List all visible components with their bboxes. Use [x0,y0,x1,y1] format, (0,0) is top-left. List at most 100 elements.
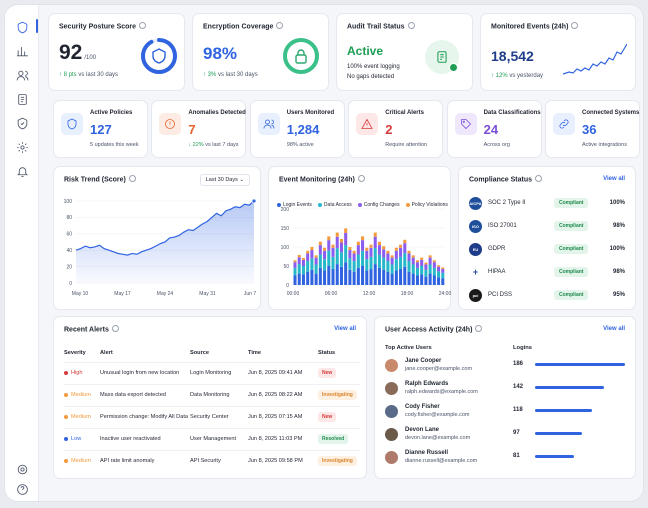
bar-segment[interactable] [310,247,314,251]
bar-segment[interactable] [352,253,356,262]
bar-segment[interactable] [344,245,348,263]
bar-segment[interactable] [420,257,424,260]
compliance-row[interactable]: pci PCI DSS Compliant 95% [469,284,625,306]
compliance-row[interactable]: + HIPAA Compliant 98% [469,261,625,283]
bar-segment[interactable] [415,262,419,268]
info-icon[interactable] [276,22,284,29]
info-icon[interactable] [111,325,119,332]
bar-segment[interactable] [369,256,373,270]
view-all-link[interactable]: View all [603,326,625,332]
bar-segment[interactable] [348,269,352,285]
bar-segment[interactable] [365,247,369,251]
bar-segment[interactable] [432,267,436,276]
bar-segment[interactable] [386,253,390,262]
bar-segment[interactable] [339,266,343,285]
bar-segment[interactable] [348,258,352,270]
table-row[interactable]: High Unusual login from new location Login… [64,361,360,384]
bar-segment[interactable] [415,260,419,263]
bar-segment[interactable] [403,266,407,285]
bar-segment[interactable] [424,269,428,277]
bar-segment[interactable] [327,236,331,241]
bar-segment[interactable] [339,242,343,253]
bar-segment[interactable] [424,262,428,265]
column-header[interactable]: Severity [64,349,86,356]
bar-segment[interactable] [411,257,415,265]
bar-segment[interactable] [323,270,327,285]
user-row[interactable]: Devon Lane devon.lane@example.com 97 [385,424,625,448]
bar-segment[interactable] [399,256,403,270]
bar-segment[interactable] [365,270,369,285]
bar-segment[interactable] [361,240,365,251]
user-row[interactable]: Cody Fisher cody.fisher@example.com 118 [385,401,625,425]
bar-segment[interactable] [399,269,403,285]
bar-segment[interactable] [424,276,428,285]
user-row[interactable]: Jane Cooper jane.cooper@example.com 186 [385,355,625,379]
bar-segment[interactable] [373,264,377,285]
sidebar-settings-gear-icon[interactable] [14,139,30,155]
table-row[interactable]: Medium API rate limit anomaly API Security… [64,449,360,472]
bar-segment[interactable] [403,239,407,244]
bar-segment[interactable] [335,232,339,237]
bar-segment[interactable] [428,255,432,258]
bar-segment[interactable] [344,262,348,285]
bar-segment[interactable] [331,247,335,257]
bar-segment[interactable] [331,244,335,248]
bar-segment[interactable] [411,255,415,258]
user-row[interactable]: Ralph Edwards ralph.edwards@example.com 14… [385,378,625,402]
sidebar-document-icon[interactable] [14,91,30,107]
table-row[interactable]: Medium Permission change: Modify All Data… [64,405,360,428]
bar-segment[interactable] [293,275,297,286]
bar-segment[interactable] [318,254,322,268]
bar-segment[interactable] [386,261,390,272]
bar-segment[interactable] [407,250,411,254]
bar-segment[interactable] [415,267,419,276]
bar-segment[interactable] [390,255,394,258]
bar-segment[interactable] [314,255,318,258]
view-all-link[interactable]: View all [334,326,356,332]
bar-segment[interactable] [382,249,386,258]
bar-segment[interactable] [403,253,407,267]
sidebar-shield-check-icon[interactable] [14,115,30,131]
bar-segment[interactable] [344,228,348,233]
info-icon[interactable] [128,175,136,182]
bar-segment[interactable] [428,264,432,274]
bar-segment[interactable] [318,241,322,246]
bar-segment[interactable] [407,253,411,262]
table-row[interactable]: Medium Mass data export detected Data Moni… [64,383,360,406]
bar-segment[interactable] [437,271,441,278]
bar-segment[interactable] [348,247,352,251]
info-icon[interactable] [535,175,543,182]
bar-segment[interactable] [331,256,335,270]
bar-segment[interactable] [306,253,310,262]
sidebar-chart-icon[interactable] [14,43,30,59]
bar-segment[interactable] [437,266,441,272]
bar-segment[interactable] [432,260,436,263]
bar-segment[interactable] [293,267,297,276]
bar-segment[interactable] [314,273,318,285]
sidebar-shield-icon[interactable] [14,19,30,35]
bar-segment[interactable] [432,275,436,286]
bar-segment[interactable] [377,245,381,255]
table-row[interactable]: Low Inactive user reactivated User Managem… [64,427,360,450]
bar-segment[interactable] [306,261,310,272]
bar-segment[interactable] [335,248,339,265]
bar-segment[interactable] [394,270,398,285]
bar-segment[interactable] [390,264,394,274]
bar-segment[interactable] [348,250,352,259]
bar-segment[interactable] [310,269,314,285]
bar-segment[interactable] [314,264,318,274]
bar-segment[interactable] [369,244,373,248]
bar-segment[interactable] [428,257,432,265]
bar-segment[interactable] [335,236,339,249]
bar-segment[interactable] [318,245,322,255]
bar-segment[interactable] [297,254,301,258]
bar-segment[interactable] [441,269,445,273]
bar-segment[interactable] [403,243,407,254]
bar-segment[interactable] [323,259,327,271]
bar-segment[interactable] [356,245,360,255]
bar-segment[interactable] [361,266,365,285]
sidebar-help-icon[interactable] [14,481,30,497]
bar-segment[interactable] [373,248,377,265]
legend-item[interactable]: Policy Violations [405,202,448,208]
bar-segment[interactable] [369,247,373,257]
